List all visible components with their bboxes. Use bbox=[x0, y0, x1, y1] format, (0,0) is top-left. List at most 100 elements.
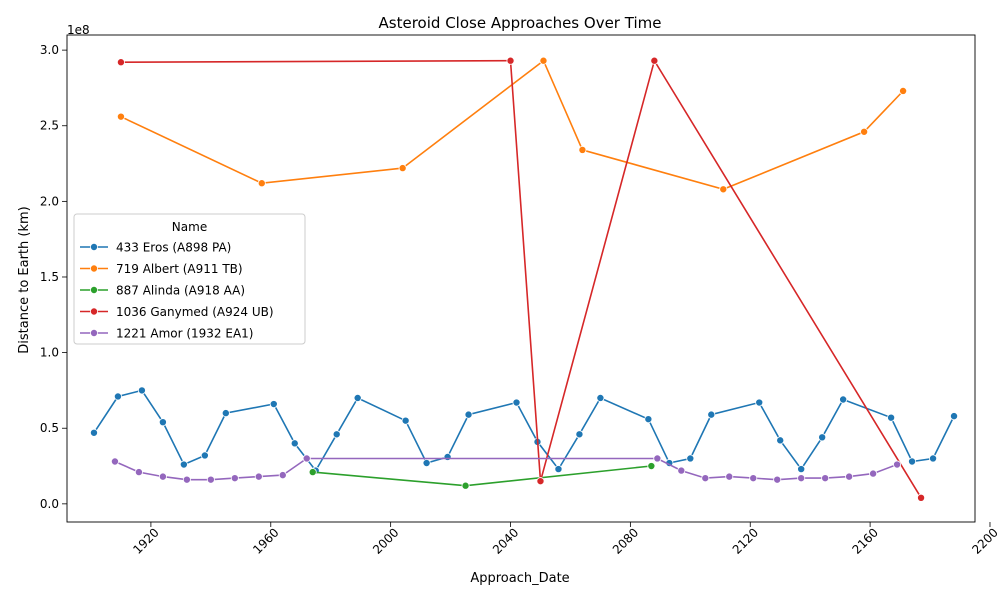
legend-swatch-marker bbox=[90, 242, 99, 251]
legend-entry-label: 433 Eros (A898 PA) bbox=[116, 241, 231, 255]
x-axis-label: Approach_Date bbox=[470, 571, 569, 586]
data-point bbox=[821, 474, 830, 483]
series-layer bbox=[89, 56, 959, 502]
data-point bbox=[401, 416, 410, 425]
data-point bbox=[929, 454, 938, 463]
data-point bbox=[422, 459, 431, 468]
data-point bbox=[647, 462, 656, 471]
data-point bbox=[950, 412, 959, 421]
data-point bbox=[308, 468, 317, 477]
legend-swatch-marker bbox=[90, 328, 99, 337]
data-point bbox=[230, 474, 239, 483]
data-point bbox=[89, 428, 98, 437]
data-point bbox=[887, 413, 896, 422]
data-point bbox=[725, 472, 734, 481]
data-point bbox=[158, 472, 167, 481]
data-point bbox=[797, 474, 806, 483]
series-1-group bbox=[116, 56, 908, 194]
legend-entry-label: 1036 Ganymed (A924 UB) bbox=[116, 305, 274, 319]
series-line bbox=[93, 389, 955, 473]
series-3-group bbox=[116, 56, 926, 502]
data-point bbox=[575, 430, 584, 439]
data-point bbox=[137, 386, 146, 395]
y-tick-label: 1.0 bbox=[40, 346, 59, 360]
data-point bbox=[797, 465, 806, 474]
data-point bbox=[269, 400, 278, 409]
series-line bbox=[120, 59, 904, 191]
data-point bbox=[536, 477, 545, 486]
data-point bbox=[773, 475, 782, 484]
legend-entry-label: 887 Alinda (A918 AA) bbox=[116, 284, 245, 298]
data-point bbox=[110, 457, 119, 466]
data-point bbox=[278, 471, 287, 480]
data-point bbox=[353, 393, 362, 402]
data-point bbox=[701, 474, 710, 483]
data-point bbox=[464, 410, 473, 419]
data-point bbox=[290, 439, 299, 448]
data-point bbox=[200, 451, 209, 460]
legend: Name 433 Eros (A898 PA) 719 Albert (A911 T… bbox=[73, 213, 306, 345]
data-point bbox=[860, 127, 869, 136]
data-point bbox=[254, 472, 263, 481]
y-tick-label: 2.5 bbox=[40, 119, 59, 133]
data-point bbox=[749, 474, 758, 483]
data-point bbox=[839, 395, 848, 404]
data-point bbox=[596, 393, 605, 402]
legend-entry-label: 719 Albert (A911 TB) bbox=[116, 262, 243, 276]
data-point bbox=[134, 468, 143, 477]
data-point bbox=[179, 460, 188, 469]
y-offset-text: 1e8 bbox=[67, 23, 90, 37]
y-tick-label: 0.0 bbox=[40, 497, 59, 511]
chart-title: Asteroid Close Approaches Over Time bbox=[379, 14, 662, 32]
data-point bbox=[719, 185, 728, 194]
data-point bbox=[578, 145, 587, 154]
data-point bbox=[653, 454, 662, 463]
legend-entry-label: 1221 Amor (1932 EA1) bbox=[116, 327, 253, 341]
y-tick-label: 0.5 bbox=[40, 421, 59, 435]
data-point bbox=[461, 481, 470, 490]
data-point bbox=[443, 452, 452, 461]
data-point bbox=[650, 56, 659, 65]
legend-swatch-marker bbox=[90, 264, 99, 273]
data-point bbox=[845, 472, 854, 481]
y-tick-label: 2.0 bbox=[40, 194, 59, 208]
data-point bbox=[206, 475, 215, 484]
data-point bbox=[221, 409, 230, 418]
data-point bbox=[707, 410, 716, 419]
data-point bbox=[398, 164, 407, 173]
data-point bbox=[332, 430, 341, 439]
data-point bbox=[506, 56, 515, 65]
data-point bbox=[818, 433, 827, 442]
legend-swatch-marker bbox=[90, 307, 99, 316]
data-point bbox=[755, 398, 764, 407]
data-point bbox=[512, 398, 521, 407]
legend-title: Name bbox=[172, 220, 207, 234]
y-tick-label: 1.5 bbox=[40, 270, 59, 284]
data-point bbox=[776, 436, 785, 445]
data-point bbox=[257, 179, 266, 188]
data-point bbox=[677, 466, 686, 475]
y-tick-label: 3.0 bbox=[40, 43, 59, 57]
data-point bbox=[917, 493, 926, 502]
data-point bbox=[116, 58, 125, 67]
data-point bbox=[158, 418, 167, 427]
series-2-group bbox=[308, 462, 656, 490]
data-point bbox=[554, 465, 563, 474]
data-point bbox=[116, 112, 125, 121]
data-point bbox=[686, 454, 695, 463]
y-axis-label: Distance to Earth (km) bbox=[17, 206, 32, 354]
series-0-group bbox=[89, 386, 959, 475]
data-point bbox=[908, 457, 917, 466]
data-point bbox=[113, 392, 122, 401]
data-point bbox=[893, 460, 902, 469]
plot-frame bbox=[66, 34, 976, 523]
data-point bbox=[869, 469, 878, 478]
data-point bbox=[539, 56, 548, 65]
legend-box bbox=[73, 213, 306, 345]
data-point bbox=[899, 86, 908, 95]
data-point bbox=[302, 454, 311, 463]
data-point bbox=[644, 415, 653, 424]
data-point bbox=[182, 475, 191, 484]
series-4-group bbox=[110, 454, 902, 484]
